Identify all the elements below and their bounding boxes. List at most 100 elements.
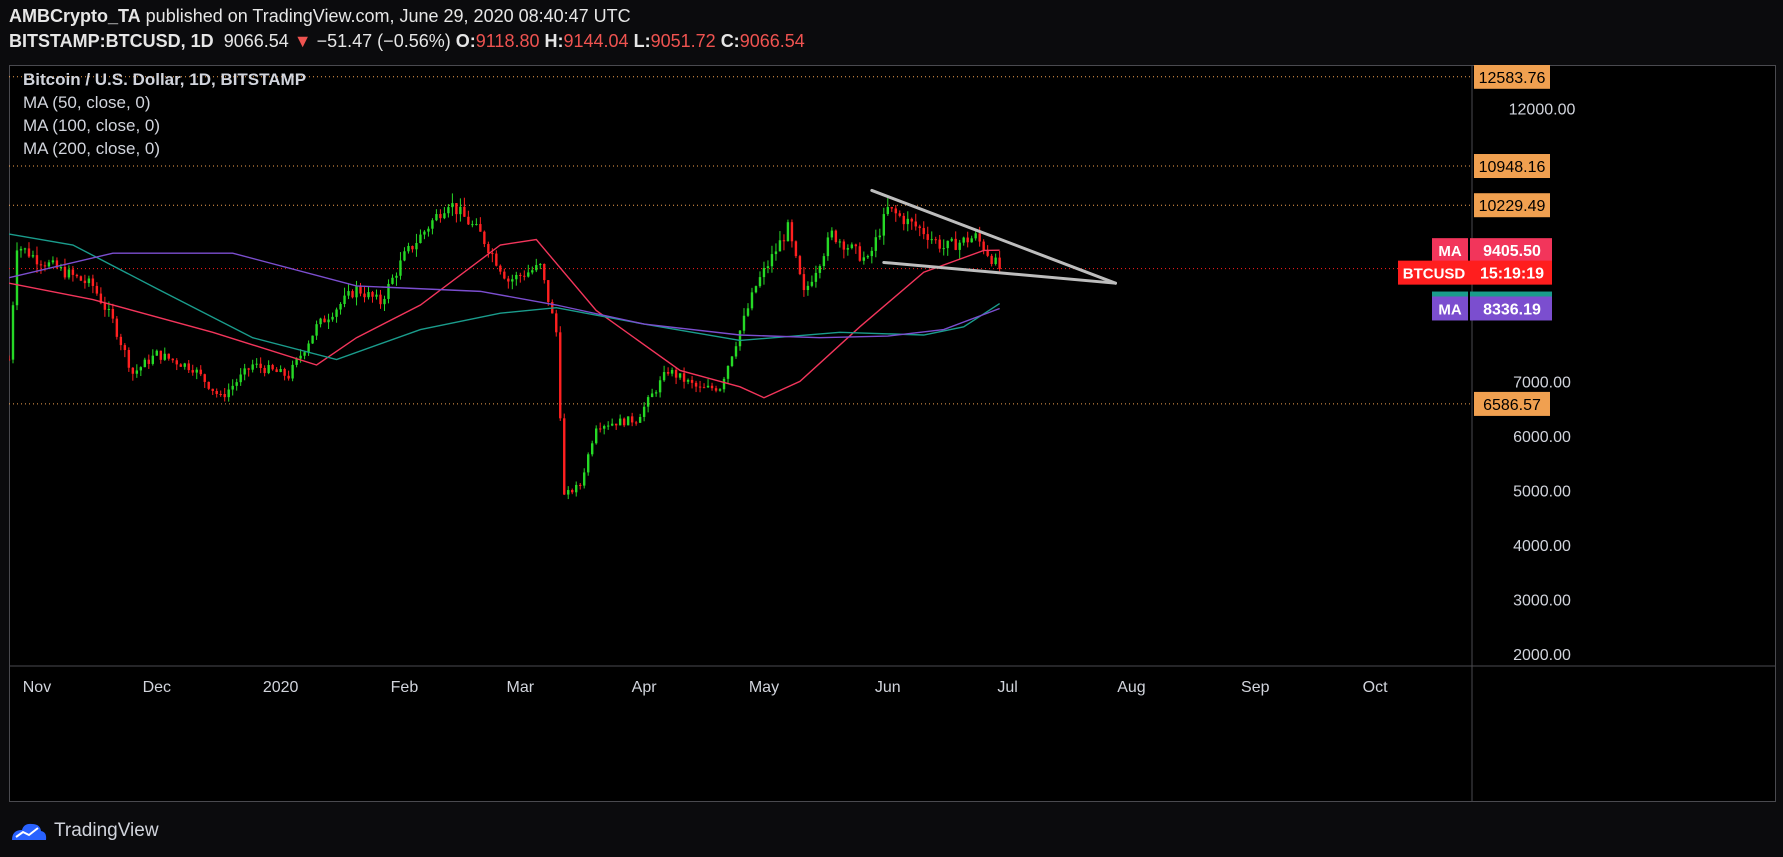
candle-body <box>898 213 901 216</box>
candle-body <box>730 356 734 366</box>
candle-body <box>67 269 71 278</box>
candle-body <box>766 266 770 269</box>
candle-body <box>698 386 702 388</box>
legend-ma100[interactable]: MA (100, close, 0) <box>23 116 161 135</box>
candle-body <box>155 350 158 356</box>
candle-body <box>642 406 646 417</box>
candle-body <box>503 271 506 279</box>
candle-body <box>299 355 302 359</box>
ma50-line <box>9 238 1000 399</box>
candle-body <box>423 231 426 235</box>
candle-body <box>455 203 458 215</box>
price-chart[interactable]: 12000.00 7000.00 6000.00 5000.00 4000.00 3000… <box>9 65 1776 802</box>
candle-body <box>115 318 119 337</box>
candle-body <box>107 309 111 311</box>
candle-body <box>15 250 19 306</box>
candle-body <box>918 226 921 229</box>
candle-body <box>774 251 778 255</box>
candle-body <box>159 350 162 360</box>
candle-body <box>594 428 598 444</box>
candle-body <box>479 224 482 232</box>
tradingview-branding[interactable]: TradingView <box>10 816 159 846</box>
candle-body <box>622 418 626 426</box>
btcusd-symbol: BTCUSD <box>1403 266 1466 283</box>
candle-body <box>431 220 434 229</box>
candle-body <box>535 265 538 271</box>
candle-body <box>407 245 410 252</box>
candle-body <box>215 390 218 395</box>
candle-body <box>279 369 282 373</box>
candle-body <box>103 303 107 310</box>
candle-body <box>223 394 226 398</box>
candle-body <box>802 274 806 291</box>
candle-body <box>75 274 79 277</box>
candle-body <box>579 484 582 486</box>
legend-ma200[interactable]: MA (200, close, 0) <box>23 139 161 158</box>
candle-body <box>794 241 798 257</box>
candle-body <box>27 248 31 257</box>
candle-body <box>750 292 754 309</box>
candle-body <box>139 367 143 371</box>
candle-body <box>842 241 846 250</box>
candle-body <box>351 291 354 298</box>
candle-body <box>127 350 131 368</box>
candle-body <box>559 332 562 419</box>
candle-body <box>255 363 258 365</box>
candle-body <box>59 266 63 268</box>
chart-frame[interactable] <box>9 65 1776 802</box>
candle-body <box>219 394 222 396</box>
candle-body <box>870 250 874 257</box>
candle-body <box>195 369 198 373</box>
candle-body <box>471 224 474 226</box>
candle-body <box>143 359 147 368</box>
ma50-line-tag-value: 9405.50 <box>1483 243 1541 260</box>
candle-body <box>495 253 498 266</box>
candle-body <box>527 272 530 277</box>
candle-body <box>259 363 262 368</box>
candle-body <box>47 262 51 267</box>
candle-body <box>263 367 266 374</box>
candle-body <box>375 294 378 297</box>
candle-body <box>399 260 402 276</box>
candle-body <box>658 380 662 393</box>
level-price-tag <box>1474 154 1550 179</box>
candle-body <box>439 214 442 219</box>
candle-body <box>131 367 135 374</box>
candle-body <box>511 279 514 282</box>
candle-body <box>591 443 594 455</box>
btcusd-countdown: 15:19:19 <box>1480 266 1544 283</box>
low-label: L: <box>633 31 651 51</box>
chart-legend-title[interactable]: Bitcoin / U.S. Dollar, 1D, BITSTAMP <box>23 70 307 89</box>
candle-body <box>355 285 358 298</box>
candle-body <box>335 309 338 317</box>
candle-body <box>203 374 206 382</box>
candles <box>9 193 1001 500</box>
candle-body <box>91 278 95 286</box>
x-tick-label: Apr <box>632 679 658 696</box>
candle-body <box>459 206 462 215</box>
publisher-name[interactable]: AMBCrypto_TA <box>9 6 141 26</box>
legend-ma50[interactable]: MA (50, close, 0) <box>23 93 151 112</box>
ma200-line <box>9 252 1000 339</box>
candle-body <box>726 365 730 379</box>
candle-body <box>571 490 574 493</box>
candle-body <box>9 359 11 361</box>
ma200-line-tag-name: MA <box>1438 301 1461 318</box>
level-price-tag <box>1474 65 1550 89</box>
candle-body <box>666 372 670 374</box>
candle-body <box>311 335 314 344</box>
candle-body <box>874 237 878 251</box>
candle-body <box>95 285 99 294</box>
candle-body <box>786 222 790 242</box>
x-tick-label: Aug <box>1117 679 1145 696</box>
candle-body <box>55 260 59 268</box>
candle-body <box>706 385 710 388</box>
candle-body <box>878 235 882 238</box>
candle-body <box>902 215 905 225</box>
candle-body <box>670 369 674 374</box>
tradingview-brand-text: TradingView <box>54 820 159 841</box>
candle-body <box>319 318 322 325</box>
candle-body <box>395 275 398 278</box>
candle-body <box>662 372 666 381</box>
candle-body <box>814 272 818 282</box>
